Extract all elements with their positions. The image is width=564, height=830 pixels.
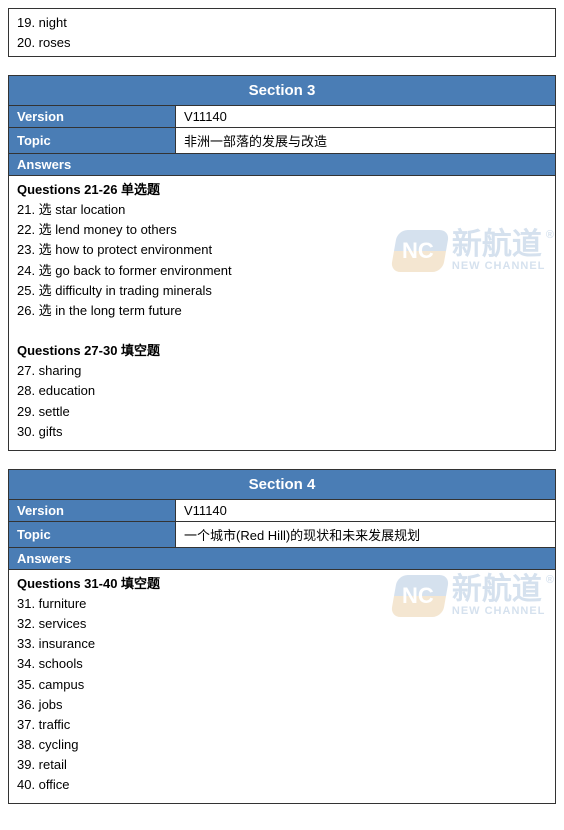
answer-line: 21. 选 star location	[17, 200, 547, 220]
answer-line: 34. schools	[17, 654, 547, 674]
section-4-box: Section 4 Version V11140 Topic 一个城市(Red …	[8, 469, 556, 805]
answers-label: Answers	[9, 153, 555, 176]
question-group-title: Questions 31-40 填空题	[17, 574, 547, 594]
answer-line: 19. night	[17, 13, 547, 33]
answer-line: 36. jobs	[17, 695, 547, 715]
section-3-meta-table: Version V11140 Topic 非洲一部落的发展与改造	[9, 106, 555, 153]
answer-line: 31. furniture	[17, 594, 547, 614]
topic-value: 非洲一部落的发展与改造	[176, 128, 556, 154]
answer-line: 24. 选 go back to former environment	[17, 261, 547, 281]
answer-line: 30. gifts	[17, 422, 547, 442]
answer-line: 33. insurance	[17, 634, 547, 654]
section-3-box: Section 3 Version V11140 Topic 非洲一部落的发展与…	[8, 75, 556, 451]
question-group-title: Questions 27-30 填空题	[17, 341, 547, 361]
answer-line: 37. traffic	[17, 715, 547, 735]
answer-line: 32. services	[17, 614, 547, 634]
answer-line: 39. retail	[17, 755, 547, 775]
question-group-title: Questions 21-26 单选题	[17, 180, 547, 200]
answer-line: 23. 选 how to protect environment	[17, 240, 547, 260]
section-4-answers: Questions 31-40 填空题 31. furniture 32. se…	[9, 570, 555, 804]
answer-line: 25. 选 difficulty in trading minerals	[17, 281, 547, 301]
answer-line: 27. sharing	[17, 361, 547, 381]
answer-line: 22. 选 lend money to others	[17, 220, 547, 240]
version-label: Version	[9, 500, 176, 522]
topic-value: 一个城市(Red Hill)的现状和未来发展规划	[176, 521, 556, 547]
answer-line: 38. cycling	[17, 735, 547, 755]
answer-line: 20. roses	[17, 33, 547, 53]
topic-label: Topic	[9, 521, 176, 547]
version-value: V11140	[176, 106, 556, 128]
section-4-header: Section 4	[9, 470, 555, 500]
answer-line: 40. office	[17, 775, 547, 795]
top-residual-box: 19. night 20. roses	[8, 8, 556, 57]
section-4-meta-table: Version V11140 Topic 一个城市(Red Hill)的现状和未…	[9, 500, 555, 547]
section-3-answers: Questions 21-26 单选题 21. 选 star location …	[9, 176, 555, 450]
answer-line: 29. settle	[17, 402, 547, 422]
answers-label: Answers	[9, 547, 555, 570]
version-value: V11140	[176, 500, 556, 522]
topic-label: Topic	[9, 128, 176, 154]
section-3-header: Section 3	[9, 76, 555, 106]
answer-line: 26. 选 in the long term future	[17, 301, 547, 321]
version-label: Version	[9, 106, 176, 128]
answer-line: 28. education	[17, 381, 547, 401]
answer-line: 35. campus	[17, 675, 547, 695]
